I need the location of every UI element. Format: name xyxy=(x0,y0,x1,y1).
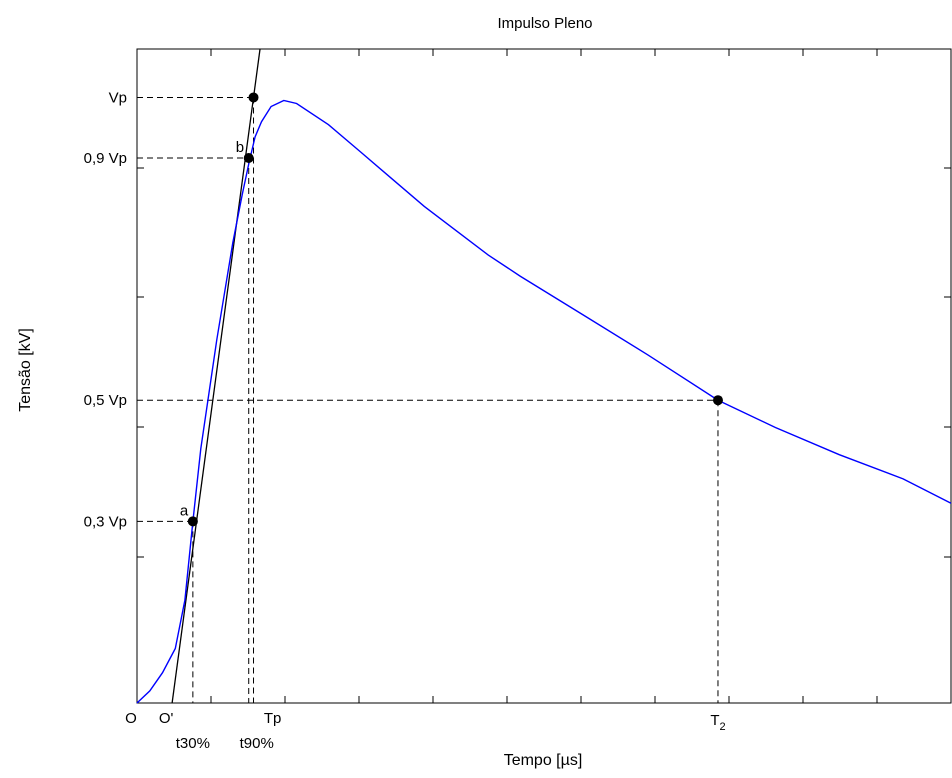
x-tick-label: T2 xyxy=(710,712,725,733)
data-point xyxy=(243,153,254,163)
x-tick-label: O xyxy=(125,710,137,727)
x-axis-label: Tempo [µs] xyxy=(504,752,583,769)
point-label: b xyxy=(236,139,244,156)
y-tick-label: 0,3 Vp xyxy=(84,513,127,530)
data-point xyxy=(187,516,198,527)
point-label: a xyxy=(180,502,189,519)
data-point xyxy=(248,92,259,103)
y-tick-label: 0,5 Vp xyxy=(84,392,127,409)
guide-lines xyxy=(137,96,719,703)
y-tick-label: 0,9 Vp xyxy=(84,150,127,167)
axes-frame xyxy=(136,48,952,704)
axis-ticks xyxy=(136,49,951,703)
series-group xyxy=(136,48,952,704)
tick-label-group: 0,3 Vp 0,5 Vp 0,9 Vp Vp O O't30% t90% Tp T2 xyxy=(84,89,726,752)
x-tick-label: t90% xyxy=(240,735,274,752)
y-axis-label: Tensão [kV] xyxy=(17,328,34,412)
chart-title: Impulso Pleno xyxy=(497,15,592,32)
y-tick-label: Vp xyxy=(109,89,127,106)
x-tick-label: O' xyxy=(159,710,174,727)
front-line xyxy=(171,48,261,704)
impulse-curve xyxy=(136,99,952,704)
x-tick-label: Tp xyxy=(264,710,282,727)
x-tick-label: t30% xyxy=(176,735,210,752)
data-point xyxy=(712,395,723,406)
marker-group: ab xyxy=(180,92,723,527)
